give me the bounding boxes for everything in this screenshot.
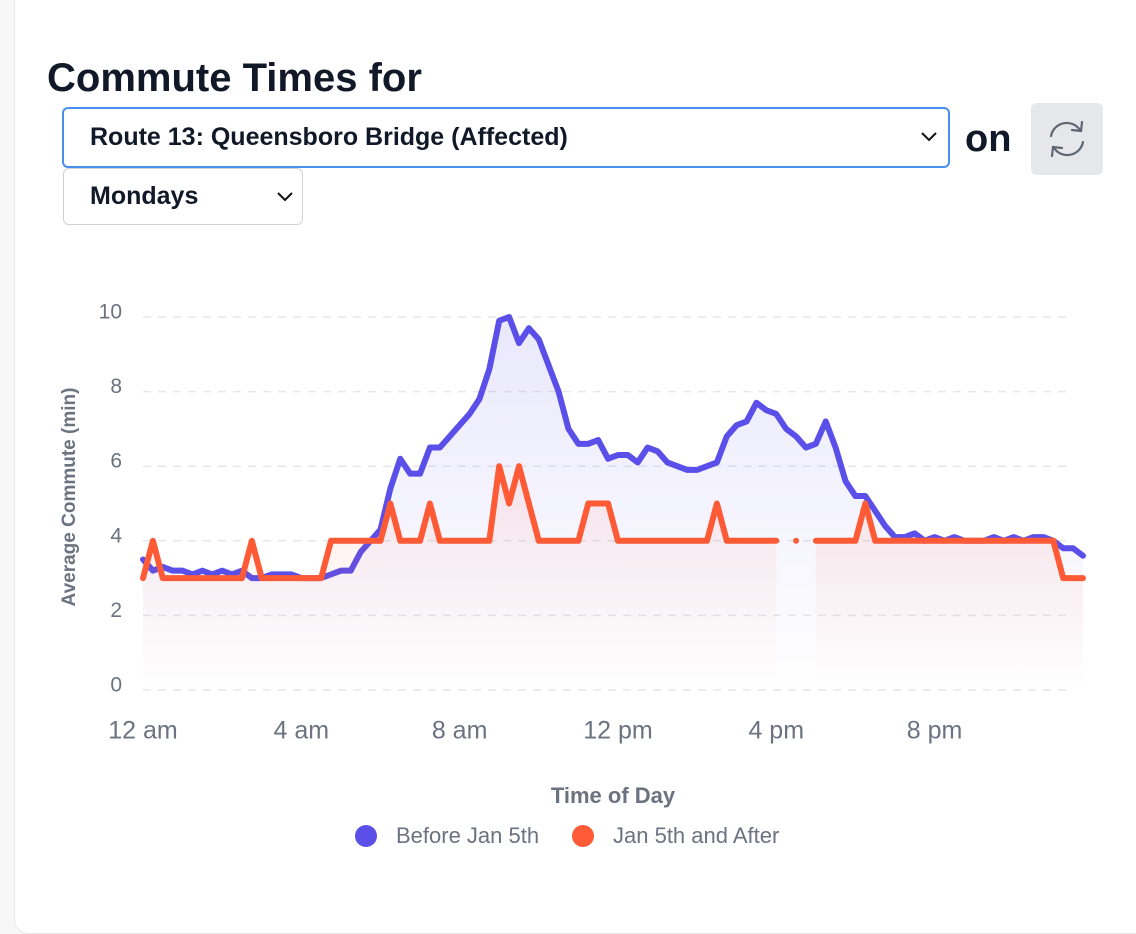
route-select[interactable]: Route 13: Queensboro Bridge (Affected)	[62, 107, 950, 168]
day-select[interactable]: Mondays	[63, 168, 303, 225]
route-select-text: Route 13: Queensboro Bridge (Affected)	[90, 123, 568, 151]
y-tick-label: 0	[110, 674, 122, 697]
x-tick-label: 12 am	[108, 717, 177, 745]
refresh-icon	[1049, 120, 1085, 158]
on-label: on	[965, 118, 1012, 160]
y-tick-label: 2	[110, 599, 122, 622]
x-tick-label: 12 pm	[583, 717, 652, 745]
y-tick-label: 8	[110, 375, 122, 398]
refresh-button[interactable]	[1031, 103, 1103, 175]
legend-label: Jan 5th and After	[613, 823, 779, 848]
area-fill	[815, 503, 1083, 690]
x-tick-label: 4 pm	[748, 717, 804, 745]
title: Commute Times for	[47, 56, 422, 100]
y-tick-label: 6	[110, 450, 122, 473]
chevron	[921, 132, 937, 142]
x-tick-label: 4 am	[274, 717, 330, 745]
legend-label: Before Jan 5th	[396, 823, 539, 848]
x-tick-label: 8 pm	[907, 717, 963, 745]
y-tick-label: 10	[99, 301, 122, 324]
series-line	[140, 463, 1086, 582]
x-axis-label: Time of Day	[551, 783, 676, 808]
chevron	[277, 192, 293, 202]
day-select-text: Mondays	[90, 182, 199, 210]
legend-marker	[355, 825, 377, 847]
x-tick-label: 8 am	[432, 717, 488, 745]
area-fill	[143, 466, 777, 690]
legend-marker	[572, 825, 594, 847]
y-axis-label: Average Commute (min)	[59, 388, 80, 607]
y-tick-label: 4	[110, 524, 122, 547]
